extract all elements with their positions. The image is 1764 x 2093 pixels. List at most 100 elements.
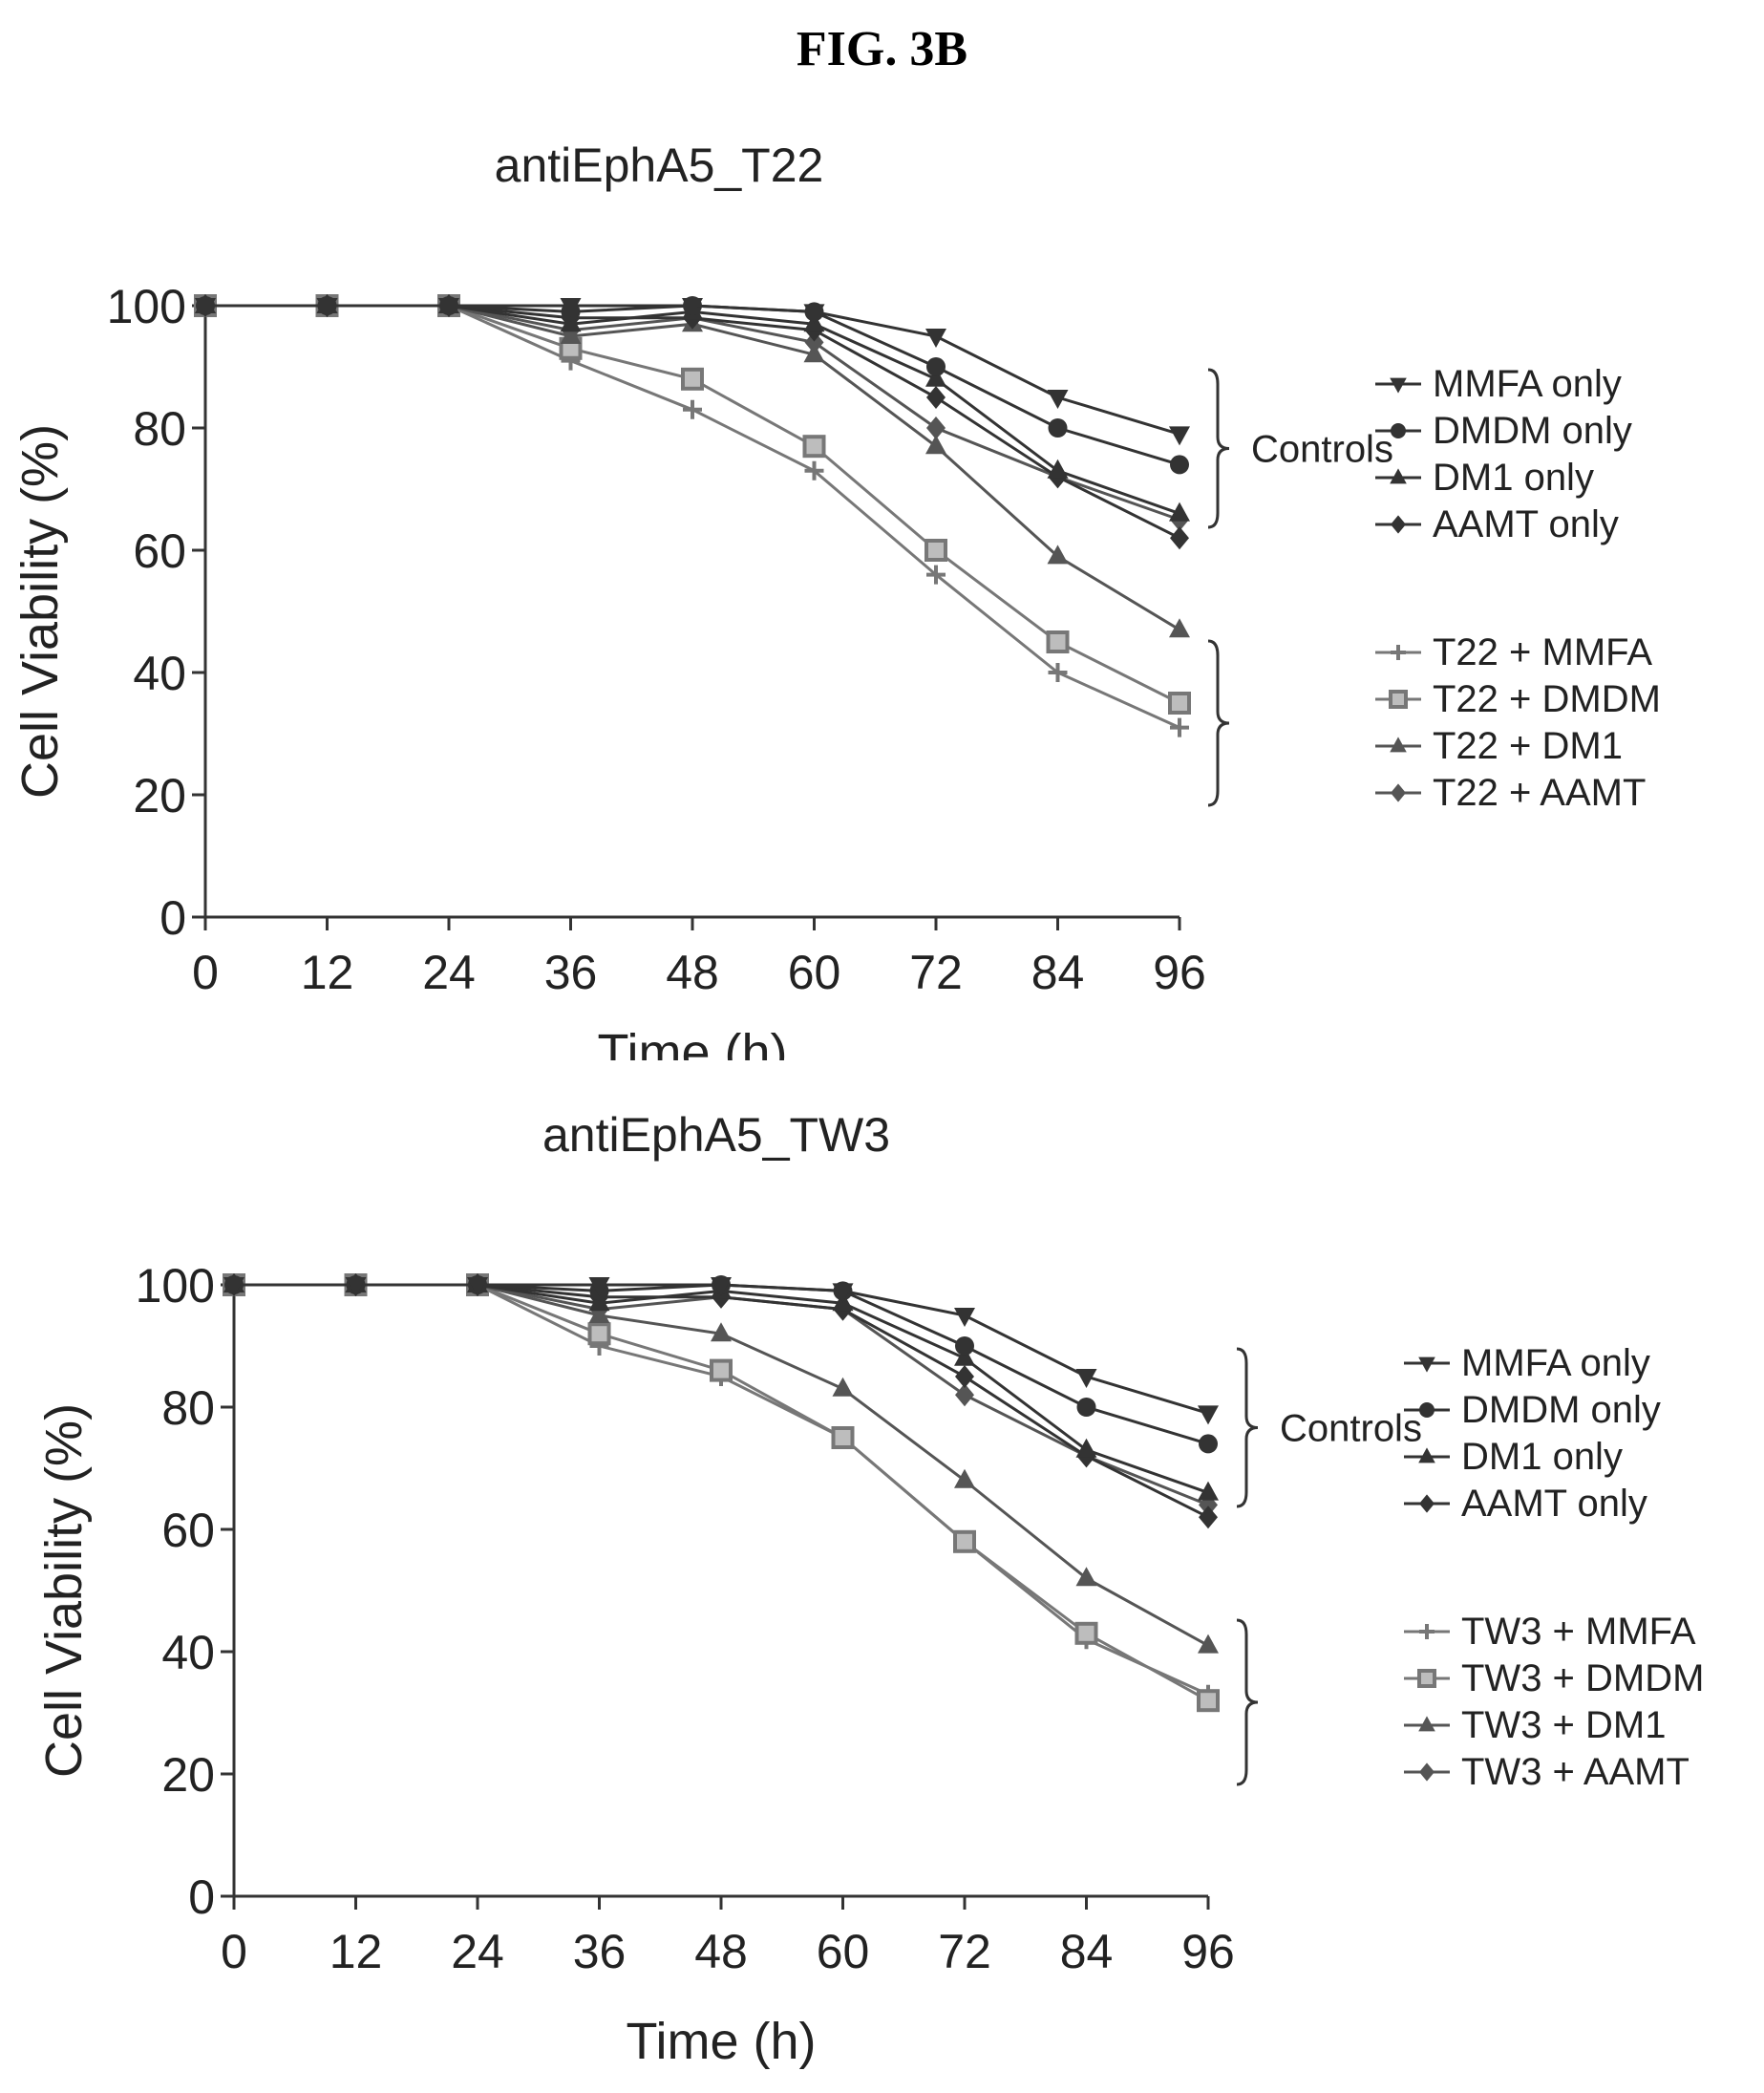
data-point (926, 357, 946, 376)
group-brace (1236, 1347, 1259, 1508)
x-tick-label: 72 (909, 946, 963, 999)
group-brace (1207, 639, 1230, 807)
legend-marker (1390, 468, 1407, 484)
series-line (205, 304, 1180, 540)
legend-marker (1419, 1494, 1435, 1513)
group-brace (1207, 368, 1230, 529)
y-tick-label: 100 (107, 280, 186, 333)
y-tick-label: 0 (188, 1870, 215, 1924)
data-point (711, 1322, 732, 1342)
data-point (831, 1426, 855, 1449)
legend-item: DM1 only (1404, 1436, 1623, 1478)
series-5 (196, 296, 1189, 737)
x-tick-label: 24 (422, 946, 476, 999)
legend-marker (1391, 423, 1406, 438)
legend-label: T22 + AAMT (1433, 772, 1646, 814)
legend-label: T22 + DM1 (1433, 725, 1623, 767)
data-point (1075, 1438, 1097, 1458)
y-tick-label: 20 (161, 1748, 215, 1802)
y-tick-label: 40 (161, 1626, 215, 1679)
legend-label: AAMT only (1461, 1483, 1647, 1525)
data-point (223, 1277, 244, 1296)
legend-marker (1418, 1716, 1435, 1732)
chart-t22: antiEphA5_T22 0 20 40 60 80 100 0 12 24 36 48 60 72 84… (11, 139, 1661, 1060)
legend-label: DMDM only (1433, 410, 1632, 452)
data-point (1170, 455, 1189, 475)
x-tick-label: 12 (329, 1925, 383, 1978)
data-point (345, 1277, 367, 1296)
x-tick-label: 60 (788, 946, 841, 999)
legend-item: T22 + MMFA (1375, 631, 1652, 673)
legend-item: TW3 + MMFA (1404, 1611, 1696, 1653)
data-point (438, 298, 459, 317)
legend-item: T22 + DM1 (1375, 725, 1623, 767)
data-point (195, 298, 216, 317)
data-point (467, 1277, 488, 1296)
legend-item: T22 + DMDM (1375, 678, 1661, 720)
series-line (234, 1283, 1209, 1495)
data-point (925, 367, 946, 387)
legend-item: TW3 + DMDM (1404, 1657, 1704, 1699)
x-tick-label: 84 (1031, 946, 1085, 999)
data-point (588, 1292, 610, 1312)
x-tick-label: 48 (694, 1925, 748, 1978)
data-point (316, 298, 338, 317)
legend-marker (1391, 783, 1406, 802)
x-tick-label: 96 (1153, 946, 1206, 999)
data-point (954, 1308, 975, 1327)
data-point (954, 1468, 975, 1488)
data-point (925, 539, 947, 562)
data-point (1198, 1634, 1219, 1654)
legend-label: T22 + DMDM (1433, 678, 1661, 720)
x-tick-label: 60 (817, 1925, 870, 1978)
chart-tw3: antiEphA5_TW3 0 20 40 60 80 100 0 12 24 36 48 60 72 84… (35, 1108, 1704, 2070)
data-point (587, 1322, 611, 1346)
legend-item: T22 + AAMT (1375, 772, 1646, 814)
x-tick-label: 48 (666, 946, 719, 999)
group-label: Controls (1251, 429, 1393, 471)
group-brace (1236, 1618, 1259, 1786)
y-axis-label: Cell Viability (%) (11, 424, 69, 799)
x-tick-label: 96 (1181, 1925, 1235, 1978)
legend-label: MMFA only (1433, 363, 1622, 405)
x-tick-label: 0 (221, 1925, 247, 1978)
legend-item: AAMT only (1375, 503, 1619, 545)
data-point (1170, 526, 1189, 550)
legend-marker (1391, 515, 1406, 534)
legend-item: DM1 only (1375, 457, 1594, 499)
legend-marker (1419, 1624, 1435, 1639)
data-point (1199, 1434, 1218, 1454)
x-tick-label: 36 (573, 1925, 627, 1978)
legend-label: MMFA only (1461, 1342, 1650, 1384)
series-8 (224, 1273, 1218, 1517)
series-line (234, 1283, 1209, 1697)
data-point (955, 1383, 974, 1407)
data-point (802, 435, 826, 459)
data-point (1046, 630, 1070, 653)
legend-marker (1419, 1402, 1435, 1418)
data-point (832, 1283, 854, 1303)
legend-marker (1390, 737, 1407, 753)
legend-label: TW3 + DMDM (1461, 1657, 1704, 1699)
legend-item: DMDM only (1375, 410, 1632, 452)
legend-label: T22 + MMFA (1433, 631, 1652, 673)
legend-label: TW3 + AAMT (1461, 1751, 1690, 1793)
data-point (955, 1365, 974, 1388)
data-point (683, 399, 702, 419)
data-point (1198, 1481, 1219, 1501)
data-point (1198, 1405, 1219, 1425)
y-axis-label: Cell Viability (%) (35, 1403, 93, 1778)
data-point (560, 298, 582, 317)
y-tick-label: 20 (133, 769, 186, 822)
data-point (925, 329, 946, 348)
data-point (1168, 692, 1191, 715)
legend-marker (1390, 377, 1407, 394)
x-tick-label: 24 (451, 1925, 504, 1978)
data-point (560, 312, 582, 332)
data-point (711, 1277, 732, 1296)
y-tick-label: 60 (133, 524, 186, 578)
chart-title: antiEphA5_TW3 (542, 1108, 890, 1162)
data-point (804, 331, 824, 354)
series-line (205, 304, 1180, 705)
data-point (710, 1358, 733, 1382)
